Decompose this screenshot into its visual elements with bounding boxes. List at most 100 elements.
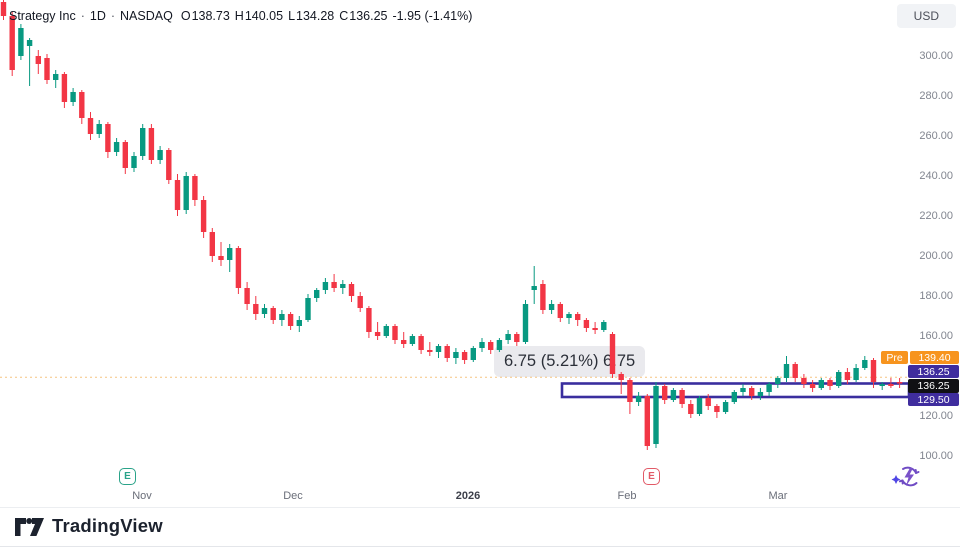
candle-body bbox=[496, 340, 503, 350]
candle-body bbox=[53, 74, 59, 80]
candle-body bbox=[70, 92, 76, 102]
candle-body bbox=[105, 124, 111, 152]
low-label: L bbox=[288, 9, 296, 23]
candle-body bbox=[279, 314, 285, 320]
price-tick-label: 240.00 bbox=[919, 170, 953, 182]
candle-body bbox=[174, 180, 181, 210]
candle-body bbox=[592, 328, 598, 330]
candle-body bbox=[253, 304, 259, 314]
price-scale[interactable]: 300.00 280.00 260.00 240.00 220.00 200.00 180.… bbox=[906, 0, 960, 510]
candle-body bbox=[714, 406, 720, 412]
candle-body bbox=[522, 304, 529, 342]
candle-body bbox=[696, 398, 703, 414]
candle-body bbox=[148, 128, 155, 160]
open-value: 138.73 bbox=[191, 9, 230, 23]
candle-body bbox=[392, 326, 398, 340]
candle-body bbox=[200, 200, 207, 232]
candle-body bbox=[670, 390, 677, 400]
interval-label[interactable]: 1D bbox=[89, 9, 106, 23]
price-tick-label: 160.00 bbox=[919, 330, 953, 342]
candle-body bbox=[879, 384, 885, 386]
candle-body bbox=[888, 384, 894, 386]
pre-market-price-label: Pre 139.40 bbox=[881, 351, 959, 364]
candle-body bbox=[140, 128, 146, 156]
candle-body bbox=[583, 320, 590, 328]
price-tick-label: 260.00 bbox=[919, 130, 953, 142]
candle-body bbox=[26, 40, 33, 46]
candle-body bbox=[470, 348, 476, 360]
candle-body bbox=[836, 372, 842, 386]
price-tick-label: 100.00 bbox=[919, 450, 953, 462]
pre-badge: Pre bbox=[881, 351, 908, 364]
candle-body bbox=[44, 58, 50, 80]
candle-body bbox=[18, 28, 24, 56]
candle-body bbox=[479, 342, 485, 348]
candle-body bbox=[131, 156, 137, 168]
candle-body bbox=[740, 388, 746, 392]
candle-body bbox=[853, 368, 859, 380]
tradingview-logo-mark bbox=[15, 517, 44, 536]
open-label: O bbox=[180, 9, 191, 23]
candle-body bbox=[209, 232, 215, 256]
candle-body bbox=[227, 248, 233, 260]
price-tick-label: 300.00 bbox=[919, 50, 953, 62]
candle-body bbox=[331, 282, 337, 288]
candle-body bbox=[235, 248, 242, 288]
candle-body bbox=[418, 336, 424, 350]
candle-body bbox=[427, 350, 433, 352]
price-tick-label: 280.00 bbox=[919, 90, 953, 102]
time-tick-label: Dec bbox=[283, 490, 303, 502]
time-scale[interactable]: Nov Dec 2026 Feb Mar bbox=[0, 486, 908, 508]
candle-body bbox=[705, 398, 711, 406]
candle-body bbox=[801, 378, 807, 384]
candle-body bbox=[218, 256, 224, 260]
candle-body bbox=[383, 326, 389, 336]
candle-body bbox=[157, 150, 163, 160]
candle-body bbox=[896, 382, 903, 384]
candle-body bbox=[401, 340, 407, 344]
candle-body bbox=[340, 284, 346, 288]
candle-body bbox=[35, 56, 41, 64]
price-tick-label: 200.00 bbox=[919, 250, 953, 262]
candle-body bbox=[731, 392, 737, 402]
candle-body bbox=[548, 304, 555, 310]
exchange-label: NASDAQ bbox=[120, 9, 173, 23]
candle-body bbox=[844, 372, 851, 380]
close-value: 136.25 bbox=[349, 9, 388, 23]
legend-separator: · bbox=[110, 9, 116, 23]
candle-body bbox=[79, 92, 85, 118]
candle-body bbox=[348, 284, 355, 296]
refresh-lightning-icon[interactable] bbox=[890, 462, 924, 499]
candle-body bbox=[722, 402, 729, 412]
candle-body bbox=[575, 314, 581, 320]
price-tick-label: 220.00 bbox=[919, 210, 953, 222]
candle-body bbox=[792, 364, 798, 378]
earnings-icon[interactable]: E bbox=[643, 468, 660, 485]
candle-body bbox=[314, 290, 320, 298]
symbol-legend[interactable]: Strategy Inc · 1D · NASDAQ O 138.73 H 140.… bbox=[9, 9, 472, 23]
candle-body bbox=[461, 352, 468, 360]
currency-button[interactable]: USD bbox=[896, 4, 956, 28]
candlestick-chart[interactable] bbox=[0, 0, 960, 510]
candle-body bbox=[435, 346, 442, 352]
candle-body bbox=[183, 176, 189, 210]
candle-body bbox=[635, 396, 642, 402]
price-tick-label: 120.00 bbox=[919, 410, 953, 422]
candle-body bbox=[653, 386, 659, 444]
candle-body bbox=[644, 396, 650, 446]
candle-body bbox=[775, 378, 781, 384]
candle-body bbox=[113, 142, 120, 152]
candle-body bbox=[61, 74, 68, 102]
candle-body bbox=[601, 322, 607, 330]
symbol-name[interactable]: Strategy Inc bbox=[9, 9, 76, 23]
tradingview-logo[interactable]: TradingView bbox=[15, 515, 163, 537]
candle-body bbox=[557, 304, 563, 318]
candle-body bbox=[514, 334, 520, 342]
candle-body bbox=[609, 334, 616, 374]
rectangle-top-price-label: 136.25 bbox=[908, 365, 959, 378]
earnings-icon[interactable]: E bbox=[119, 468, 136, 485]
pre-market-price-value: 139.40 bbox=[910, 351, 959, 364]
candle-body bbox=[766, 384, 772, 392]
candle-body bbox=[505, 334, 511, 340]
